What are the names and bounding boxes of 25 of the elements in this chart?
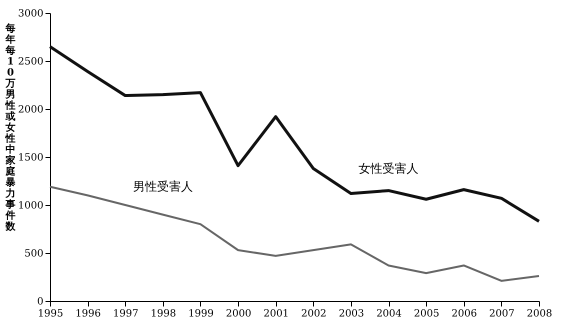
series-label: 女性受害人	[358, 162, 419, 176]
y-tick-label: 3000	[18, 8, 44, 20]
x-tick-label: 1996	[75, 308, 101, 320]
line-series	[48, 45, 540, 223]
y-tick-label: 2500	[18, 56, 44, 68]
x-tick-label: 1998	[150, 308, 176, 320]
x-tick-label: 2005	[414, 308, 440, 320]
x-tick-label: 1999	[188, 308, 214, 320]
x-tick-label: 1995	[38, 308, 64, 320]
text: 每年每10万男性或女性中家庭暴力事件数	[6, 24, 16, 232]
y-tick-label: 0	[37, 296, 44, 308]
y-tick-label: 500	[24, 248, 44, 260]
x-tick-label: 2000	[226, 308, 252, 320]
series-label: 男性受害人	[132, 180, 193, 194]
y-tick-label: 2000	[18, 104, 44, 116]
x-tick-label: 2001	[263, 308, 289, 320]
x-tick-label: 2002	[301, 308, 327, 320]
x-tick-label: 1997	[113, 308, 138, 320]
y-tick-label: 1500	[18, 152, 44, 164]
x-tick-label: 2006	[452, 308, 477, 320]
x-tick-label: 2008	[526, 308, 552, 320]
x-tick-label: 2007	[489, 308, 515, 320]
y-tick-label: 1000	[18, 200, 44, 212]
x-tick-label: 2003	[338, 308, 364, 320]
x-tick-label: 2004	[376, 308, 402, 320]
